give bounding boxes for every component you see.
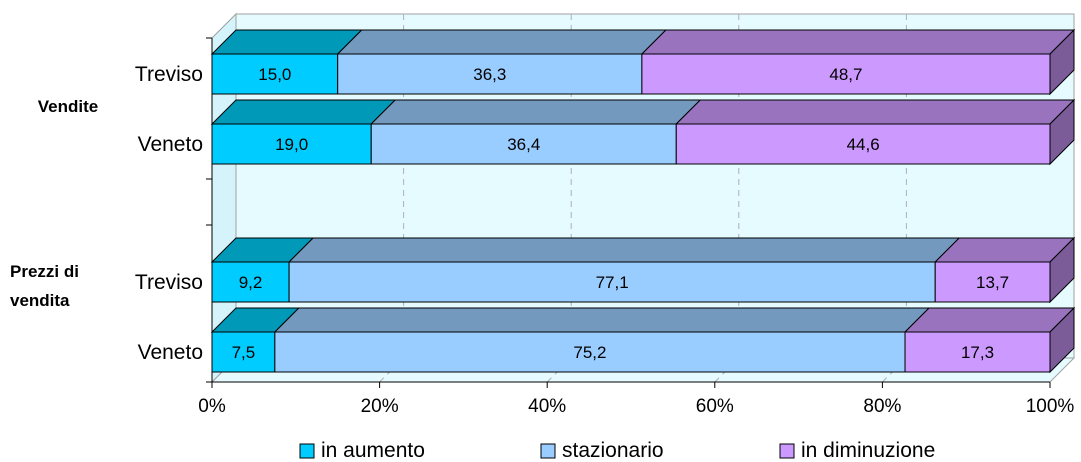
bar-segment [211,331,276,373]
bar-top-face [370,99,702,125]
category-label: Treviso [135,63,203,86]
bar-segment [288,261,936,303]
legend-swatch [540,443,556,459]
group-label: Vendite [38,97,98,116]
legend: in aumento stazionario in diminuzione [299,439,935,462]
category-label: Veneto [138,133,203,156]
x-tick-labels: 0% 20% 40% 60% 80% 100% [198,396,1074,417]
bar-top-face [903,307,1076,333]
group-label: Prezzi di vendita [10,262,79,310]
bar-segment [211,123,372,165]
bars: 15,0 36,3 48,7 19,0 36,4 44,6 9,2 77,1 13,7 7,5 75… [210,28,1076,374]
bar-segment [211,53,339,95]
bar-segment [337,53,643,95]
bar-top-face [210,99,397,125]
data-label: 36,4 [507,135,540,154]
bar-segment [370,123,677,165]
legend-entry: in aumento [321,439,425,462]
bar-segment [934,261,1051,303]
data-label: 15,0 [258,65,291,84]
data-label: 7,5 [232,343,256,362]
x-tick-label: 20% [361,396,399,417]
bar-top-face [675,99,1076,125]
category-label: Treviso [135,271,203,294]
x-tick-label: 0% [198,396,226,417]
x-tick-label: 80% [863,396,901,417]
bar-segment [675,123,1051,165]
legend-entry: in diminuzione [801,439,935,462]
data-label: 77,1 [596,273,629,292]
legend-swatch [779,443,795,459]
legend-swatch [299,443,315,459]
x-tick-label: 100% [1026,396,1075,417]
axes [206,37,1051,388]
x-tick-label: 40% [528,396,566,417]
category-label: Veneto [138,341,203,364]
data-label: 75,2 [573,343,606,362]
bar-top-face [273,307,931,333]
data-label: 48,7 [829,65,862,84]
data-label: 17,3 [961,343,994,362]
bar-top-face [210,29,363,55]
data-label: 9,2 [239,273,263,292]
bar-side-face [1049,306,1075,374]
bar-top-face [287,237,961,263]
data-label: 44,6 [847,135,880,154]
bar-segment [274,331,906,373]
bar-top-face [640,29,1076,55]
bar-side-face [1049,98,1075,166]
bar-side-face [1049,236,1075,304]
data-label: 36,3 [473,65,506,84]
bar-side-face [1049,28,1075,96]
category-labels: Treviso Veneto Treviso Veneto Vendite Prezzi … [10,63,203,364]
group-label-line: Prezzi di [10,262,79,281]
group-label-line: vendita [10,291,70,310]
data-label: 19,0 [275,135,308,154]
bar-top-face [336,29,668,55]
data-label: 13,7 [976,273,1009,292]
bar-segment [211,261,290,303]
bar-segment [904,331,1051,373]
x-tick-label: 60% [696,396,734,417]
legend-entry: stazionario [562,439,664,462]
